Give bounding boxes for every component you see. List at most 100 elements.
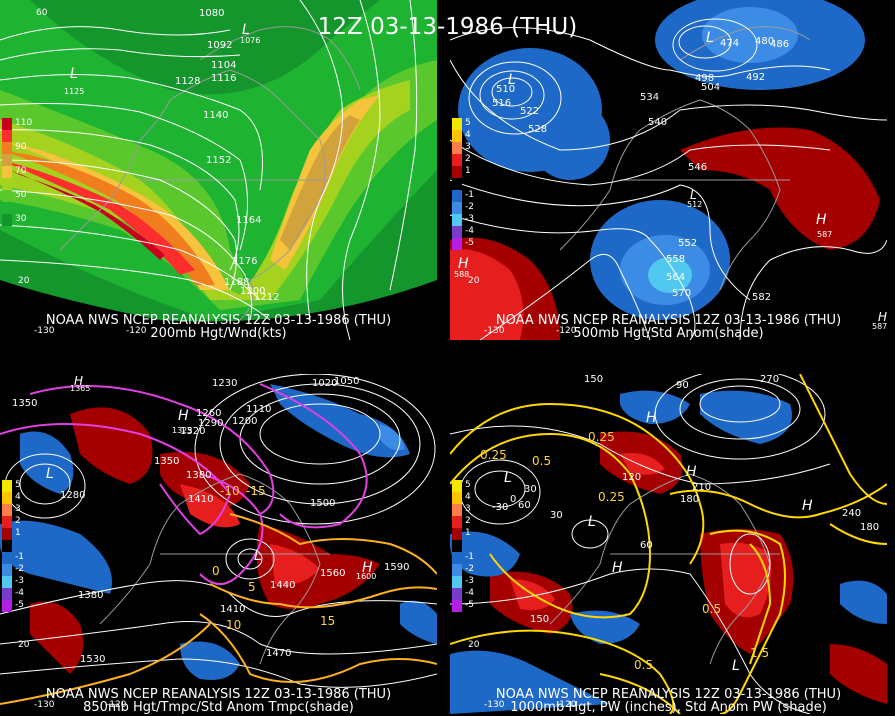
legend-swatch <box>452 142 462 154</box>
legend-swatch <box>452 600 462 612</box>
temp-label: 0 <box>212 564 220 578</box>
legend-label: -4 <box>465 226 474 236</box>
contour-label: 504 <box>701 82 721 93</box>
contour-label: 570 <box>672 288 692 299</box>
legend-swatch <box>452 154 462 166</box>
contour-label: 540 <box>648 117 668 128</box>
pw-label: 0.5 <box>702 602 722 616</box>
map-850mb <box>0 374 437 705</box>
contour-label: 1380 <box>186 470 212 481</box>
contour-label: 510 <box>496 84 516 95</box>
contour-label: 180 <box>680 494 700 505</box>
panel-850mb: 1350 1320 1290 1260 1230 1200 1280 1380 … <box>0 374 437 714</box>
contour-label: 150 <box>530 614 550 625</box>
legend-swatch <box>452 528 462 540</box>
axis-label: -130 <box>484 700 505 710</box>
legend-swatch <box>452 492 462 504</box>
legend-swatch <box>452 130 462 142</box>
contour-label: 1410 <box>220 604 246 615</box>
contour-label: 1080 <box>199 8 225 19</box>
pw-label: 0.5 <box>532 454 552 468</box>
contour-label: 0 <box>510 494 517 505</box>
legend-swatch <box>2 166 12 178</box>
panel-1000mb-pw: 150 120 90 60 30 0 -30 180 210 240 270 1… <box>450 374 887 714</box>
temp-label: -15 <box>246 484 266 498</box>
legend-swatch <box>452 480 462 492</box>
legend-swatch <box>2 588 12 600</box>
legend-swatch <box>452 576 462 588</box>
contour-label: 1212 <box>254 292 280 303</box>
legend-swatch <box>2 118 12 130</box>
axis-label: -130 <box>34 700 55 710</box>
legend-swatch <box>2 564 12 576</box>
high-pressure-marker: H <box>74 374 84 388</box>
temp-label: 5 <box>248 580 256 594</box>
pw-label: 0.25 <box>588 430 615 444</box>
axis-label: 60 <box>36 8 48 18</box>
legend-swatch <box>2 214 12 226</box>
axis-label: 20 <box>468 640 480 650</box>
contour-label: 1440 <box>270 580 296 591</box>
panel-200mb: 1080 1092 1104 1116 1128 1140 1152 1164 … <box>0 0 437 340</box>
legend-label: 70 <box>15 166 27 176</box>
axis-label: -120 <box>556 700 577 710</box>
contour-label: 498 <box>695 73 715 84</box>
legend-swatch <box>452 202 462 214</box>
contour-label: 528 <box>528 124 548 135</box>
legend-swatch <box>452 166 462 178</box>
legend-label: 3 <box>15 504 21 514</box>
contour-label: 1530 <box>80 654 106 665</box>
low-pressure-marker: L <box>504 470 512 486</box>
contour-label: 558 <box>666 254 686 265</box>
wind-legend: 110 90 70 50 30 <box>2 118 32 226</box>
contour-label: 1200 <box>240 286 266 297</box>
contour-label: 492 <box>746 72 766 83</box>
legend-label: 5 <box>15 480 21 490</box>
contour-label: 120 <box>622 472 642 483</box>
contour-label: 1020 <box>312 378 338 389</box>
contour-label: 1280 <box>60 490 86 501</box>
legend-label: -4 <box>465 588 474 598</box>
contour-label: 1350 <box>154 456 180 467</box>
legend-label: 4 <box>465 492 471 502</box>
panel-caption-source: NOAA NWS NCEP REANALYSIS 12Z 03-13-1986 … <box>45 687 392 702</box>
contour-label: 1600 <box>356 572 377 581</box>
legend-swatch <box>2 202 12 214</box>
map-1000mb-pw <box>450 374 887 714</box>
panel-caption-field: 200mb Hgt/Wnd(kts) <box>150 326 287 340</box>
temp-label: -10 <box>220 484 240 498</box>
axis-label: -130 <box>484 326 505 336</box>
contour-label: 534 <box>640 92 660 103</box>
axis-label: -120 <box>106 700 127 710</box>
high-pressure-marker: H <box>178 408 189 424</box>
legend-swatch <box>452 588 462 600</box>
panel-caption-source: NOAA NWS NCEP REANALYSIS 12Z 03-13-1986 … <box>495 313 842 328</box>
contour-label: 1320 <box>180 426 206 437</box>
contour-label: 60 <box>518 500 531 511</box>
legend-label: 2 <box>465 516 471 526</box>
temp-label: 15 <box>320 614 336 628</box>
legend-label: -3 <box>465 576 474 586</box>
legend-label: 4 <box>465 130 471 140</box>
contour-label: 30 <box>550 510 563 521</box>
legend-swatch <box>2 600 12 612</box>
contour-label: 1230 <box>212 378 238 389</box>
contour-label: 1380 <box>78 590 104 601</box>
legend-label: -3 <box>15 576 24 586</box>
legend-swatch <box>2 540 12 552</box>
contour-label: -30 <box>492 502 509 513</box>
contour-label: 1500 <box>310 498 336 509</box>
low-pressure-marker: L <box>508 72 516 88</box>
contour-label: 552 <box>678 238 698 249</box>
low-pressure-marker: L <box>254 548 262 564</box>
contour-label: 582 <box>752 292 772 303</box>
legend-swatch <box>452 118 462 130</box>
legend-swatch <box>2 492 12 504</box>
contour-label: 486 <box>770 39 790 50</box>
contour-label: 180 <box>860 522 880 533</box>
pw-label: 0.25 <box>480 448 507 462</box>
contour-label: 588 <box>454 270 470 279</box>
contour-label: 1470 <box>266 648 292 659</box>
pw-label: 1.5 <box>750 646 770 660</box>
legend-swatch <box>2 576 12 588</box>
